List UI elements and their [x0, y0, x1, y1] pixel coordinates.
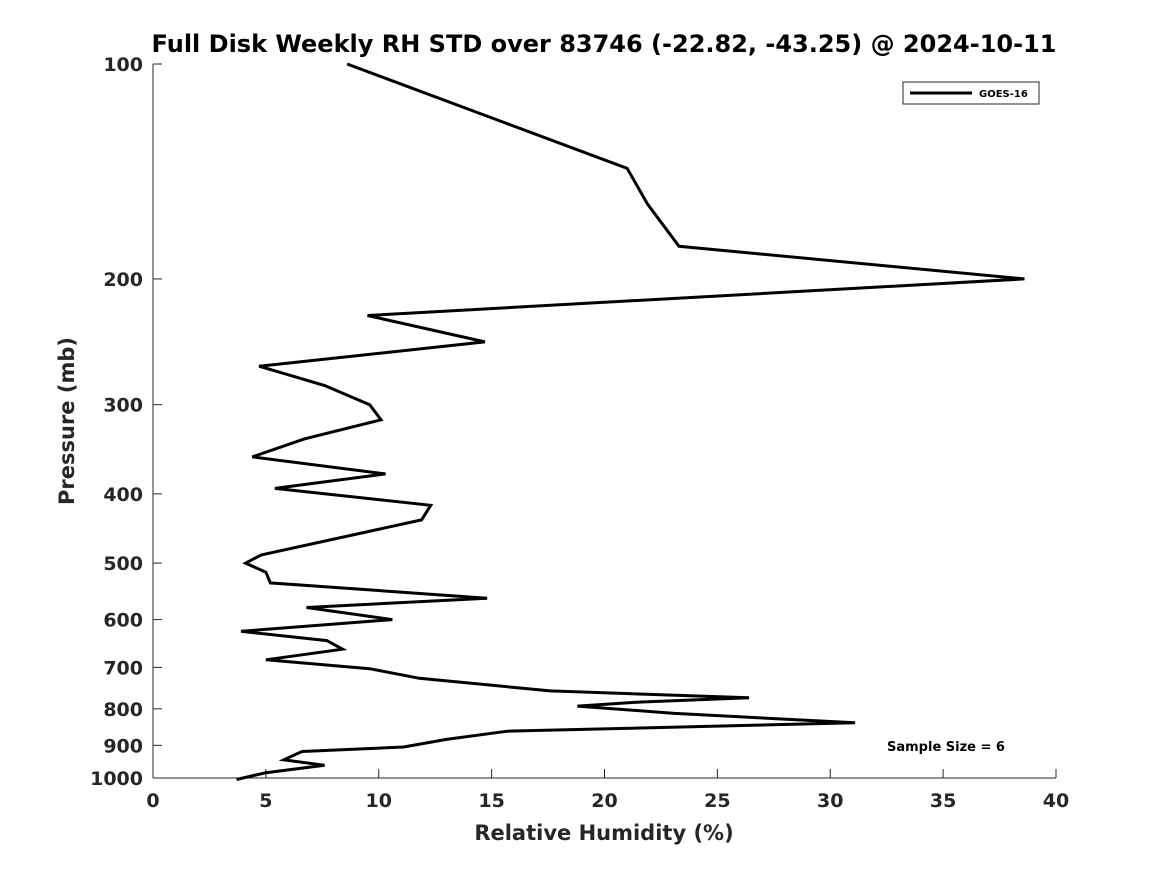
x-tick-label-0: 0: [146, 790, 159, 812]
y-axis-ticks: 100 200 300 400 500 600 700 800 900 1000: [90, 54, 162, 790]
legend-entry-goes-16: GOES-16: [979, 89, 1028, 100]
series-line-goes-16: [236, 62, 1025, 781]
legend: GOES-16: [902, 81, 1040, 105]
x-axis-ticks: 0 5 10 15 20 25 30 35 40: [146, 769, 1069, 812]
y-tick-label-300: 300: [103, 395, 143, 417]
y-tick-label-400: 400: [103, 484, 143, 506]
y-tick-label-200: 200: [103, 269, 143, 291]
y-tick-label-900: 900: [103, 735, 143, 757]
x-tick-label-15: 15: [478, 790, 504, 812]
x-tick-label-10: 10: [366, 790, 392, 812]
x-tick-label-30: 30: [817, 790, 843, 812]
series-layer: [236, 62, 1025, 781]
plot-area: 0 5 10 15 20 25 30 35 40 100 200 300 400 500 600 700 80…: [90, 54, 1069, 812]
y-axis-label: Pressure (mb): [55, 337, 79, 505]
y-tick-label-1000: 1000: [90, 768, 143, 790]
y-tick-label-500: 500: [103, 553, 143, 575]
x-tick-label-5: 5: [259, 790, 272, 812]
y-tick-label-700: 700: [103, 657, 143, 679]
x-tick-label-35: 35: [930, 790, 956, 812]
x-tick-label-20: 20: [591, 790, 617, 812]
x-tick-label-25: 25: [704, 790, 730, 812]
sample-size-annotation: Sample Size = 6: [887, 740, 1005, 755]
y-tick-label-800: 800: [103, 699, 143, 721]
y-tick-label-100: 100: [103, 54, 143, 76]
x-tick-label-40: 40: [1043, 790, 1069, 812]
y-tick-label-600: 600: [103, 610, 143, 632]
x-axis-label: Relative Humidity (%): [474, 821, 733, 845]
chart-title: Full Disk Weekly RH STD over 83746 (-22.…: [152, 30, 1057, 58]
